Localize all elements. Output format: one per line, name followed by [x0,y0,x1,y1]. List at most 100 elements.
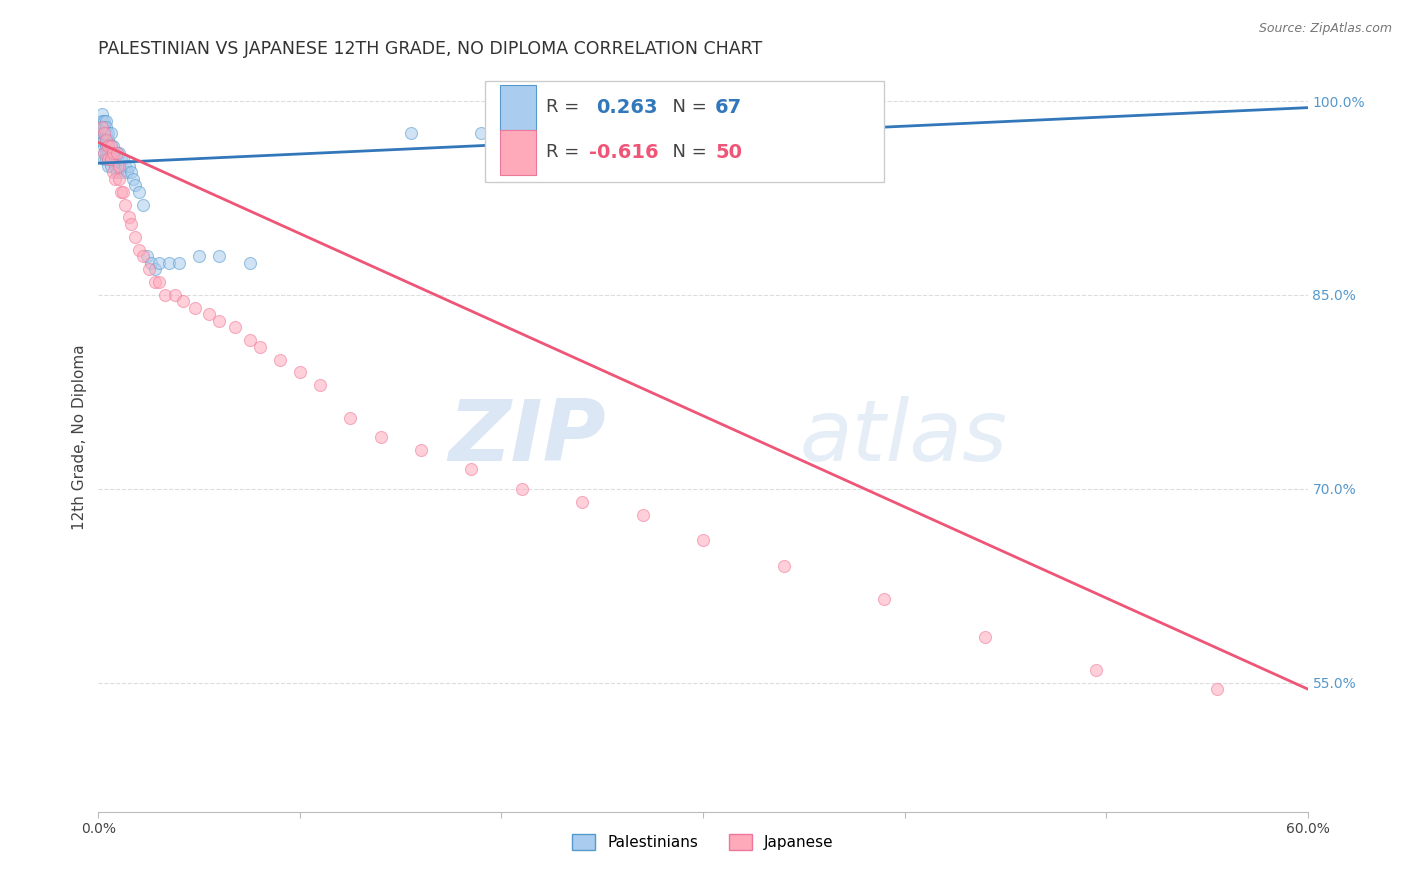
Point [100,145,122,160]
Point [139,255,162,269]
Point [198,307,221,321]
Point [96,133,118,147]
Point [101,153,124,167]
Point [115,165,138,179]
Text: N =: N = [661,144,713,161]
Point [96,113,118,128]
Point [153,288,176,302]
Point [100,153,122,167]
Point [143,275,166,289]
Point [110,153,132,167]
Text: 67: 67 [716,98,742,117]
Point [111,153,134,167]
Point [124,178,146,193]
Point [184,301,207,315]
Point [107,159,129,173]
Text: 0.263: 0.263 [596,98,658,117]
Point [118,211,141,225]
Point [97,127,120,141]
Point [97,153,120,167]
Point [121,171,143,186]
Point [409,442,432,457]
Point [91,113,114,128]
FancyBboxPatch shape [485,81,884,182]
Text: N =: N = [661,98,713,116]
Point [110,165,132,179]
Point [96,145,118,160]
Point [100,159,122,173]
Point [97,153,120,167]
Point [93,145,115,160]
Point [105,153,128,167]
Point [89,127,111,141]
Point [510,482,533,496]
Point [100,127,122,141]
Point [103,145,125,160]
Point [128,185,150,199]
Point [111,185,134,199]
Point [132,249,155,263]
Point [692,533,714,548]
Point [239,333,262,347]
Text: 50: 50 [716,143,742,161]
Point [208,249,231,263]
Point [103,171,125,186]
Point [103,159,125,173]
Point [470,127,492,141]
Point [120,165,142,179]
Point [101,139,124,153]
Point [100,139,122,153]
Point [143,262,166,277]
Point [118,159,141,173]
Point [93,153,115,167]
Point [120,217,142,231]
Point [339,410,361,425]
Point [101,165,124,179]
Text: PALESTINIAN VS JAPANESE 12TH GRADE, NO DIPLOMA CORRELATION CHART: PALESTINIAN VS JAPANESE 12TH GRADE, NO D… [98,40,762,58]
Point [93,145,115,160]
Point [93,127,115,141]
Legend: Palestinians, Japanese: Palestinians, Japanese [567,829,839,856]
Point [89,120,111,134]
Point [96,153,118,167]
Point [124,230,146,244]
Point [772,559,794,574]
Text: -0.616: -0.616 [589,143,659,161]
Point [148,275,170,289]
Point [105,145,128,160]
Point [138,262,160,277]
Bar [501,85,536,130]
Point [89,133,111,147]
Point [641,120,664,134]
Point [100,153,122,167]
Point [114,197,136,211]
Point [571,494,593,508]
Point [93,120,115,134]
Point [239,255,262,269]
Point [132,197,155,211]
Point [91,120,114,134]
Text: Source: ZipAtlas.com: Source: ZipAtlas.com [1258,22,1392,36]
Point [631,508,654,522]
Point [1085,663,1108,677]
Text: atlas: atlas [800,395,1008,479]
Point [188,249,211,263]
Point [91,120,114,134]
Point [97,139,120,153]
Point [974,630,997,644]
Point [110,185,132,199]
Point [97,145,120,160]
Point [96,133,118,147]
Point [224,320,246,334]
Point [167,255,190,269]
Point [873,591,896,606]
Point [97,139,120,153]
Point [100,139,122,153]
Point [135,249,157,263]
Bar [501,130,536,175]
Point [510,127,533,141]
Point [1206,681,1229,696]
Point [370,430,392,444]
Point [208,314,231,328]
Point [269,352,291,367]
